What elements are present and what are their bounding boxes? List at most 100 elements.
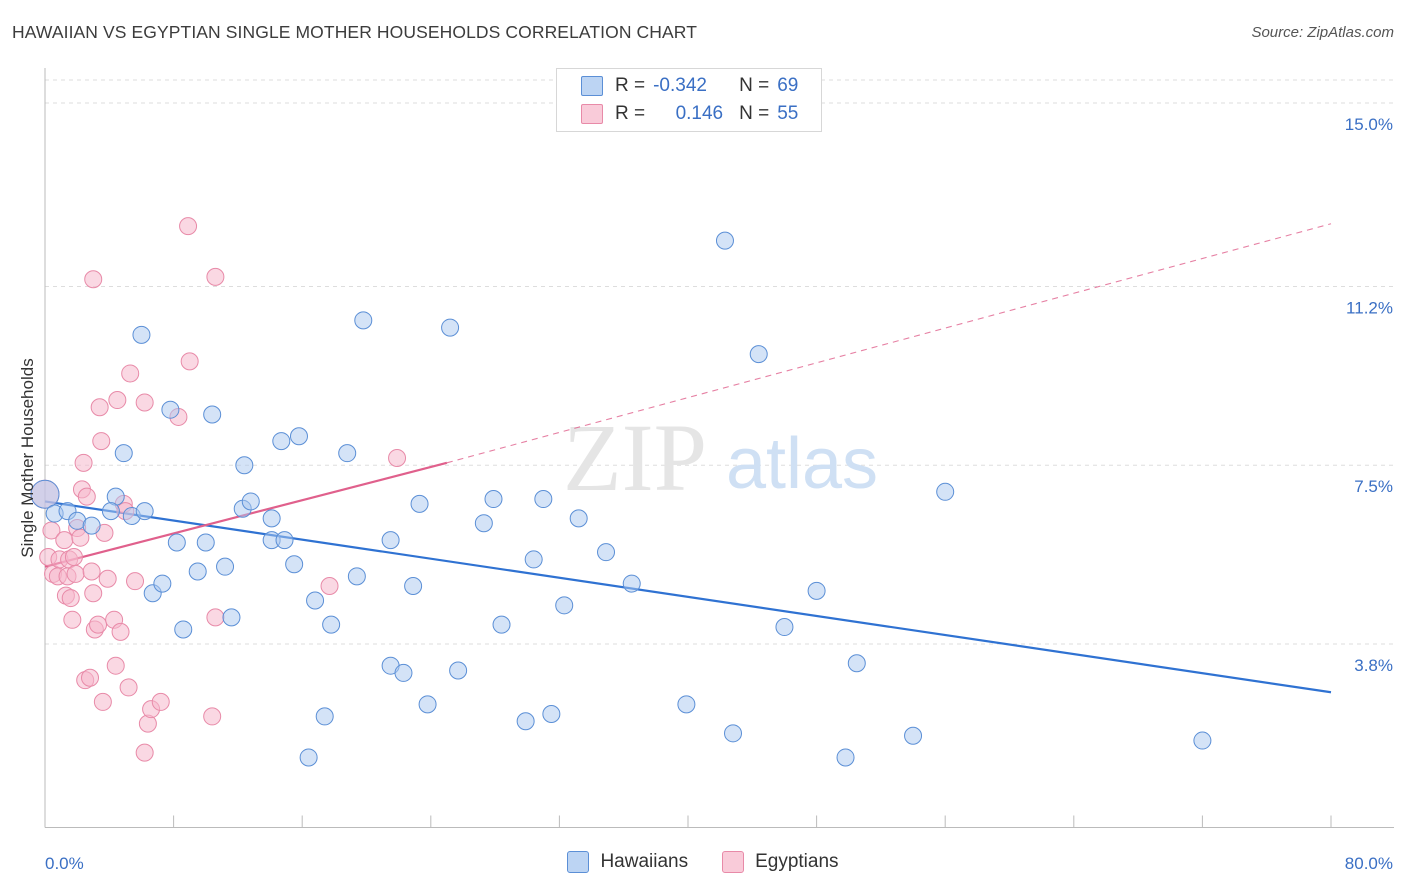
point-egyptians <box>63 610 82 629</box>
legend-swatch-blue <box>581 76 603 96</box>
point-hawaiians <box>474 514 493 533</box>
watermark-zip: ZIP <box>563 404 707 511</box>
point-hawaiians <box>272 432 291 451</box>
point-hawaiians <box>441 318 460 337</box>
tick-labels: 3.8% 7.5% 11.2% 15.0% 0.0% 80.0% <box>45 115 1393 873</box>
y-axis-label: Single Mother Households <box>18 358 37 558</box>
y-tick-label: 11.2% <box>1346 299 1393 318</box>
point-hawaiians <box>555 596 574 615</box>
point-hawaiians <box>135 502 154 521</box>
legend-r-value: 0.146 <box>675 103 724 124</box>
point-hawaiians <box>174 620 193 639</box>
y-tick-label: 15.0% <box>1345 115 1393 134</box>
point-egyptians <box>61 589 80 608</box>
watermark: ZIP atlas <box>563 404 878 511</box>
point-egyptians <box>108 391 127 410</box>
point-hawaiians <box>1193 731 1212 750</box>
point-hawaiians <box>30 479 60 509</box>
point-egyptians <box>180 352 199 371</box>
point-hawaiians <box>524 550 543 569</box>
point-hawaiians <box>235 456 254 475</box>
data-points <box>30 217 1212 767</box>
legend-n-label: N = <box>739 103 770 124</box>
legend-row-hawaiians: R = -0.342 N = 69 <box>581 73 798 99</box>
source-label: Source: ZipAtlas.com <box>1251 24 1394 41</box>
point-hawaiians <box>484 490 503 509</box>
point-hawaiians <box>216 557 235 576</box>
legend-n-value: 55 <box>777 103 799 124</box>
trend-line-egyptians-extended <box>446 223 1332 464</box>
point-hawaiians <box>449 661 468 680</box>
point-hawaiians <box>936 482 955 501</box>
x-tick-label: 80.0% <box>1345 854 1393 873</box>
y-tick-label: 7.5% <box>1354 477 1393 496</box>
legend-label-hawaiians: Hawaiians <box>600 851 689 872</box>
point-hawaiians <box>836 748 855 767</box>
point-hawaiians <box>724 724 743 743</box>
point-egyptians <box>64 548 83 567</box>
point-egyptians <box>89 615 108 634</box>
point-egyptians <box>81 668 100 687</box>
trend-line-hawaiians <box>44 500 1332 694</box>
point-egyptians <box>126 572 145 591</box>
legend-r-value: -0.342 <box>653 75 707 96</box>
point-hawaiians <box>749 345 768 364</box>
point-egyptians <box>206 608 225 627</box>
point-egyptians <box>82 562 101 581</box>
point-hawaiians <box>404 576 423 595</box>
legend-swatch-hawaiians <box>567 851 590 873</box>
point-egyptians <box>179 217 198 236</box>
point-egyptians <box>92 432 111 451</box>
point-egyptians <box>66 564 85 583</box>
point-egyptians <box>119 678 138 697</box>
point-hawaiians <box>597 543 616 562</box>
point-hawaiians <box>289 427 308 446</box>
grid-lines <box>45 79 1394 645</box>
point-hawaiians <box>222 608 241 627</box>
point-egyptians <box>151 692 170 711</box>
point-egyptians <box>388 448 407 467</box>
point-hawaiians <box>275 531 294 550</box>
point-egyptians <box>121 364 140 383</box>
point-hawaiians <box>622 574 641 593</box>
point-egyptians <box>93 692 112 711</box>
series-legend: Hawaiians Egyptians <box>0 851 1406 873</box>
point-egyptians <box>203 707 222 726</box>
point-hawaiians <box>306 591 325 610</box>
point-hawaiians <box>167 533 186 552</box>
point-egyptians <box>135 393 154 412</box>
legend-row-egyptians: R = 0.146 N = 55 <box>581 101 798 127</box>
legend-swatch-pink <box>581 104 603 124</box>
point-egyptians <box>135 743 154 762</box>
point-hawaiians <box>516 712 535 731</box>
point-egyptians <box>74 453 93 472</box>
legend-item-hawaiians: Hawaiians <box>567 851 688 873</box>
point-hawaiians <box>394 663 413 682</box>
legend-r-label: R = <box>615 75 646 96</box>
legend-item-egyptians: Egyptians <box>722 851 839 873</box>
axes <box>44 68 1394 828</box>
point-hawaiians <box>347 567 366 586</box>
point-egyptians <box>98 569 117 588</box>
point-hawaiians <box>847 654 866 673</box>
point-hawaiians <box>569 509 588 528</box>
point-hawaiians <box>715 231 734 250</box>
point-hawaiians <box>299 748 318 767</box>
legend-n-label: N = <box>739 75 770 96</box>
point-hawaiians <box>354 311 373 330</box>
point-egyptians <box>206 267 225 286</box>
point-hawaiians <box>410 494 429 513</box>
point-hawaiians <box>534 490 553 509</box>
point-hawaiians <box>677 695 696 714</box>
y-tick-label: 3.8% <box>1354 656 1393 675</box>
point-hawaiians <box>262 509 281 528</box>
point-egyptians <box>320 576 339 595</box>
point-hawaiians <box>775 618 794 637</box>
point-hawaiians <box>381 531 400 550</box>
point-hawaiians <box>542 704 561 723</box>
point-egyptians <box>84 270 103 289</box>
point-egyptians <box>55 531 74 550</box>
point-hawaiians <box>132 325 151 344</box>
point-egyptians <box>106 656 125 675</box>
